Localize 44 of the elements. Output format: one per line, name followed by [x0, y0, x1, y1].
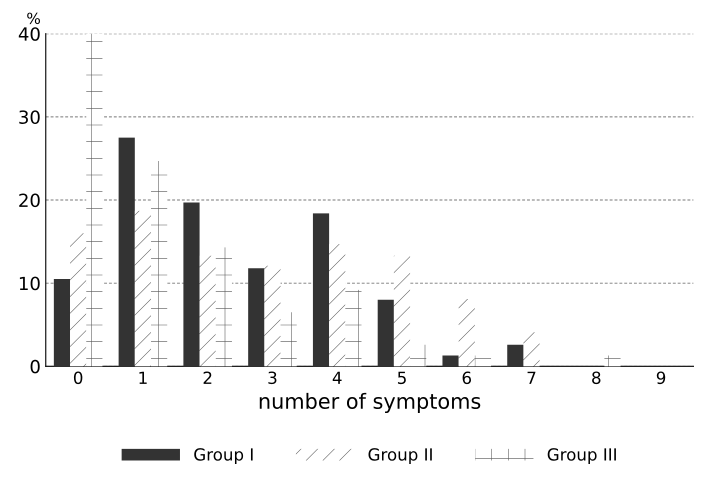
- bar: [442, 356, 459, 366]
- bar: [394, 256, 410, 366]
- y-tick-label: 10: [20, 276, 40, 290]
- x-tick-label: 8: [592, 371, 600, 384]
- x-tick-label: 7: [528, 372, 536, 384]
- bar: [118, 138, 135, 366]
- x-tick-label: 4: [332, 372, 342, 384]
- bar: [70, 233, 86, 366]
- bar: [86, 34, 102, 366]
- bar: [474, 356, 492, 366]
- bar: [378, 300, 394, 366]
- x-tick-label: 6: [462, 371, 472, 384]
- x-tick-label: 2: [204, 371, 212, 384]
- bar: [200, 256, 216, 366]
- y-tick-label: 40: [18, 27, 40, 41]
- bar: [54, 279, 70, 366]
- bar: [312, 213, 330, 366]
- bar: [183, 202, 200, 366]
- legend-label: Group I: [194, 448, 253, 464]
- bar: [523, 332, 540, 366]
- bar: [151, 160, 168, 366]
- bar: [604, 356, 621, 366]
- bar: [329, 244, 346, 366]
- bar: [216, 247, 232, 366]
- y-tick-label: 0: [30, 360, 40, 374]
- y-tick-label: 30: [19, 110, 40, 124]
- y-tick-label: 20: [19, 193, 40, 208]
- x-tick-label: 0: [74, 371, 82, 384]
- bar: [458, 298, 475, 366]
- bar: [280, 312, 297, 366]
- bar: [134, 210, 152, 366]
- bar: [345, 290, 362, 366]
- x-tick-label: 5: [398, 372, 406, 384]
- x-tick-label: 9: [656, 371, 666, 384]
- bar: [507, 344, 524, 366]
- bar: [264, 266, 281, 366]
- y-axis-title: %: [27, 12, 40, 24]
- x-axis-title: number of symptoms: [260, 392, 480, 414]
- bar: [248, 268, 264, 366]
- x-tick-label: 3: [268, 371, 276, 384]
- legend-label: Group II: [368, 448, 432, 464]
- legend-label: Group III: [548, 448, 616, 464]
- x-tick-label: 1: [139, 372, 147, 384]
- bar: [410, 344, 426, 366]
